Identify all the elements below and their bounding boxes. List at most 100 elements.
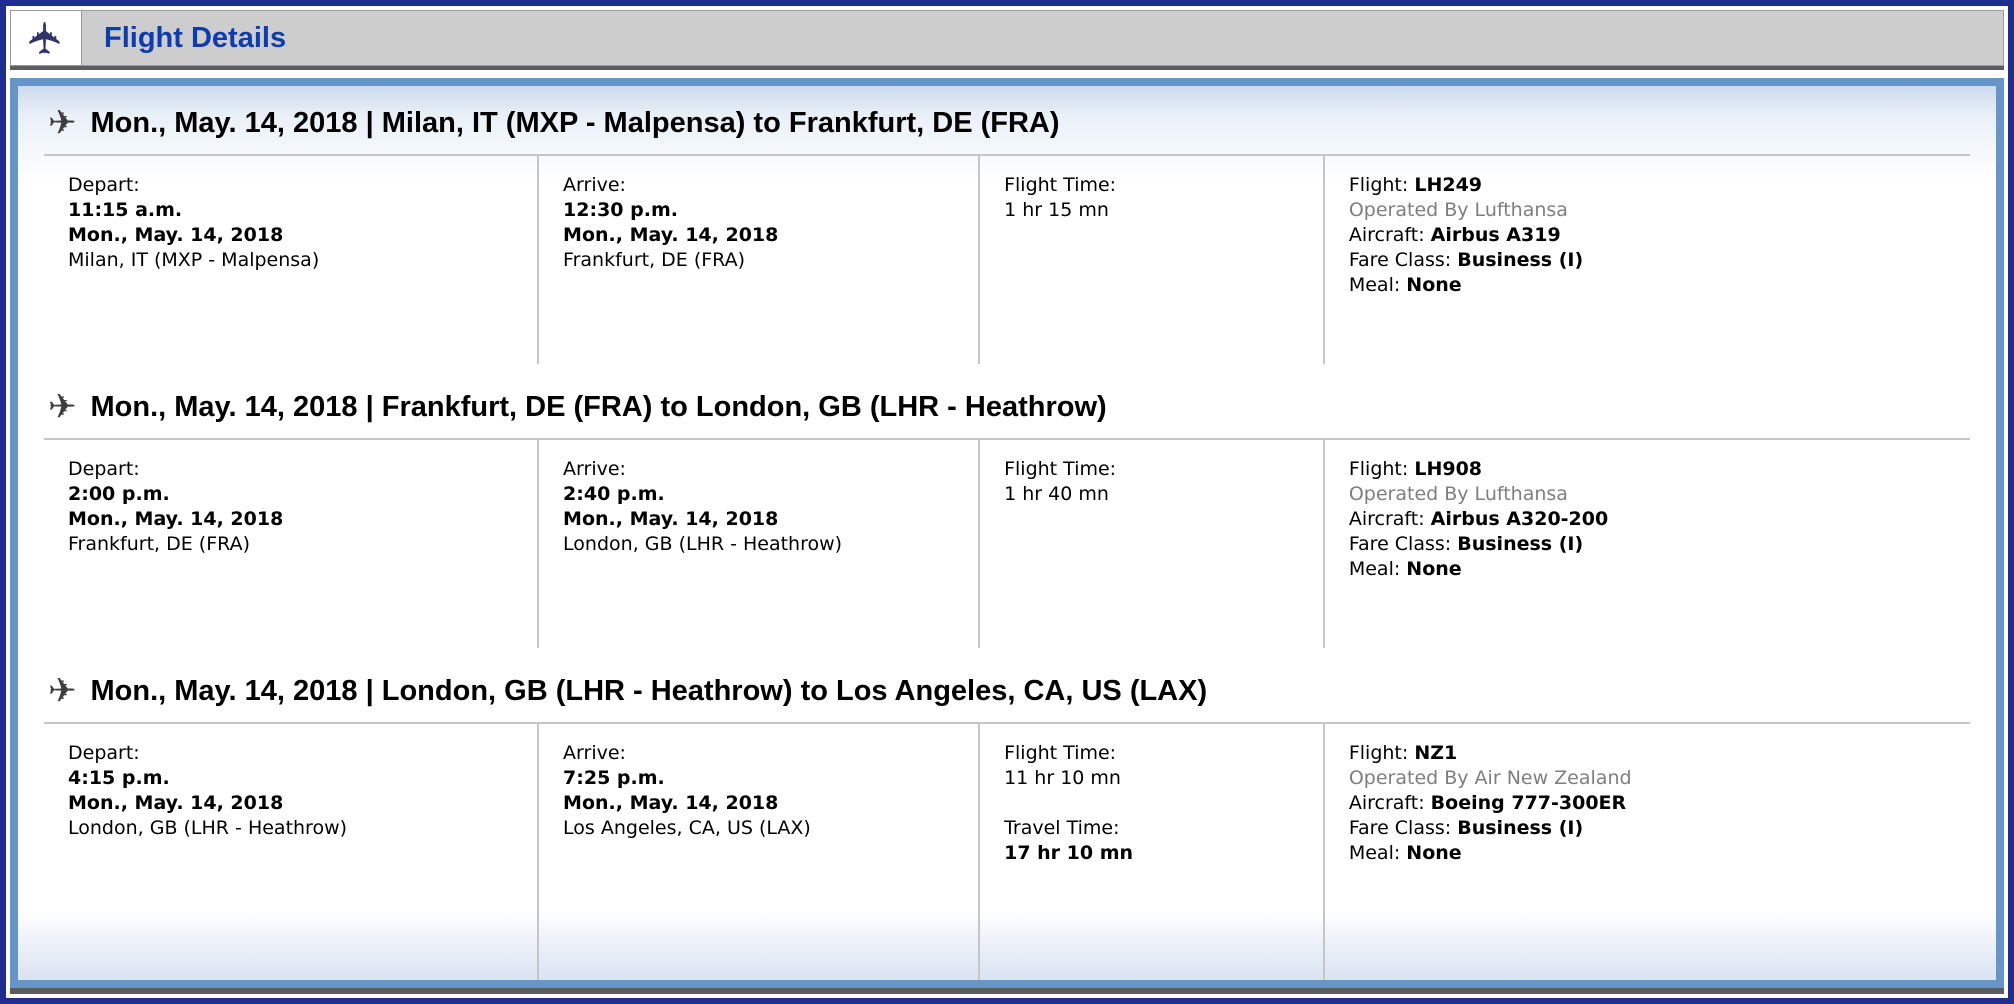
fare-class-value: Business (I) xyxy=(1457,817,1584,839)
fare-class-value: Business (I) xyxy=(1457,249,1584,271)
fare-class-line: Fare Class: Business (I) xyxy=(1349,248,1960,273)
aircraft-value: Airbus A319 xyxy=(1430,224,1561,246)
depart-cell: Depart: 4:15 p.m. Mon., May. 14, 2018 Lo… xyxy=(44,724,537,980)
flight-label: Flight: xyxy=(1348,458,1409,480)
flight-time-label: Flight Time: xyxy=(1004,174,1117,196)
flight-number: LH908 xyxy=(1414,458,1483,480)
flight-time-label: Flight Time: xyxy=(1004,742,1117,764)
flight-number: LH249 xyxy=(1414,174,1483,196)
meal-line: Meal: None xyxy=(1349,273,1960,298)
flight-time-cell: Flight Time: 1 hr 15 mn xyxy=(978,156,1323,364)
arrive-cell: Arrive: 7:25 p.m. Mon., May. 14, 2018 Lo… xyxy=(537,724,978,980)
flight-segment-3: ✈ Mon., May. 14, 2018 | London, GB (LHR … xyxy=(44,648,1970,980)
depart-location: Milan, IT (MXP - Malpensa) xyxy=(68,249,320,271)
operated-by: Operated By Lufthansa xyxy=(1348,483,1568,505)
meal-label: Meal: xyxy=(1348,842,1401,864)
aircraft-label: Aircraft: xyxy=(1348,792,1425,814)
depart-label: Depart: xyxy=(68,742,140,764)
depart-time: 11:15 a.m. xyxy=(68,199,183,221)
airplane-right-icon: ✈ xyxy=(48,671,77,711)
flight-details-header: ✈ Flight Details xyxy=(10,10,2004,70)
arrive-time: 7:25 p.m. xyxy=(563,767,665,789)
depart-cell: Depart: 11:15 a.m. Mon., May. 14, 2018 M… xyxy=(44,156,537,364)
travel-time-label: Travel Time: xyxy=(1004,817,1120,839)
flight-segment-2: ✈ Mon., May. 14, 2018 | Frankfurt, DE (F… xyxy=(44,364,1970,648)
operated-by: Operated By Lufthansa xyxy=(1348,199,1568,221)
aircraft-line: Aircraft: Airbus A319 xyxy=(1349,223,1960,248)
arrive-cell: Arrive: 2:40 p.m. Mon., May. 14, 2018 Lo… xyxy=(537,440,978,648)
airplane-up-icon: ✈ xyxy=(20,19,71,57)
segment-details-table: Depart: 2:00 p.m. Mon., May. 14, 2018 Fr… xyxy=(44,438,1970,648)
arrive-cell: Arrive: 12:30 p.m. Mon., May. 14, 2018 F… xyxy=(537,156,978,364)
arrive-location: Frankfurt, DE (FRA) xyxy=(563,249,746,271)
flight-number-line: Flight: LH249 xyxy=(1349,173,1960,198)
header-icon-box: ✈ xyxy=(10,10,82,66)
airplane-right-icon: ✈ xyxy=(48,103,77,143)
fare-class-label: Fare Class: xyxy=(1348,249,1452,271)
segment-header: ✈ Mon., May. 14, 2018 | Frankfurt, DE (F… xyxy=(48,390,1970,424)
meal-value: None xyxy=(1406,558,1462,580)
flight-number-line: Flight: LH908 xyxy=(1349,457,1960,482)
depart-cell: Depart: 2:00 p.m. Mon., May. 14, 2018 Fr… xyxy=(44,440,537,648)
segment-route-title: Mon., May. 14, 2018 | London, GB (LHR - … xyxy=(90,675,1208,707)
flight-time-value: 11 hr 10 mn xyxy=(1004,767,1121,789)
arrive-date: Mon., May. 14, 2018 xyxy=(563,224,779,246)
flight-number-line: Flight: NZ1 xyxy=(1349,741,1960,766)
page-title: Flight Details xyxy=(104,21,287,54)
arrive-location: London, GB (LHR - Heathrow) xyxy=(563,533,843,555)
depart-time: 4:15 p.m. xyxy=(68,767,170,789)
arrive-location: Los Angeles, CA, US (LAX) xyxy=(563,817,811,839)
depart-time: 2:00 p.m. xyxy=(68,483,170,505)
operated-by: Operated By Air New Zealand xyxy=(1348,767,1632,789)
fare-class-value: Business (I) xyxy=(1457,533,1584,555)
meal-label: Meal: xyxy=(1348,274,1401,296)
depart-date: Mon., May. 14, 2018 xyxy=(68,224,284,246)
arrive-date: Mon., May. 14, 2018 xyxy=(563,792,779,814)
segment-details-table: Depart: 11:15 a.m. Mon., May. 14, 2018 M… xyxy=(44,154,1970,364)
flight-time-label: Flight Time: xyxy=(1004,458,1117,480)
flight-details-panel: ✈ Mon., May. 14, 2018 | Milan, IT (MXP -… xyxy=(10,78,2004,988)
aircraft-value: Boeing 777-300ER xyxy=(1430,792,1627,814)
travel-time-value: 17 hr 10 mn xyxy=(1004,842,1134,864)
meal-line: Meal: None xyxy=(1349,557,1960,582)
fare-class-label: Fare Class: xyxy=(1348,533,1452,555)
aircraft-line: Aircraft: Boeing 777-300ER xyxy=(1349,791,1960,816)
aircraft-label: Aircraft: xyxy=(1348,224,1425,246)
depart-date: Mon., May. 14, 2018 xyxy=(68,792,284,814)
aircraft-label: Aircraft: xyxy=(1348,508,1425,530)
segment-route-title: Mon., May. 14, 2018 | Milan, IT (MXP - M… xyxy=(90,107,1060,139)
flight-info-cell: Flight: NZ1 Operated By Air New Zealand … xyxy=(1322,724,1970,980)
flight-number: NZ1 xyxy=(1414,742,1458,764)
segment-header: ✈ Mon., May. 14, 2018 | London, GB (LHR … xyxy=(48,674,1970,708)
fare-class-line: Fare Class: Business (I) xyxy=(1349,816,1960,841)
flight-time-cell: Flight Time: 1 hr 40 mn xyxy=(978,440,1323,648)
arrive-time: 2:40 p.m. xyxy=(563,483,665,505)
arrive-time: 12:30 p.m. xyxy=(563,199,678,221)
fare-class-label: Fare Class: xyxy=(1348,817,1452,839)
airplane-right-icon: ✈ xyxy=(48,387,77,427)
fare-class-line: Fare Class: Business (I) xyxy=(1349,532,1960,557)
meal-value: None xyxy=(1406,274,1462,296)
arrive-label: Arrive: xyxy=(563,174,626,196)
flight-segment-1: ✈ Mon., May. 14, 2018 | Milan, IT (MXP -… xyxy=(44,86,1970,364)
depart-label: Depart: xyxy=(68,174,140,196)
flight-time-value: 1 hr 15 mn xyxy=(1004,199,1109,221)
flight-time-cell: Flight Time: 11 hr 10 mn Travel Time: 17… xyxy=(978,724,1323,980)
arrive-label: Arrive: xyxy=(563,742,626,764)
spacer xyxy=(1004,791,1313,816)
arrive-label: Arrive: xyxy=(563,458,626,480)
depart-location: London, GB (LHR - Heathrow) xyxy=(68,817,348,839)
header-title-bar: Flight Details xyxy=(82,10,2004,66)
flight-label: Flight: xyxy=(1348,742,1409,764)
flight-label: Flight: xyxy=(1348,174,1409,196)
depart-label: Depart: xyxy=(68,458,140,480)
meal-line: Meal: None xyxy=(1349,841,1960,866)
flight-info-cell: Flight: LH249 Operated By Lufthansa Airc… xyxy=(1322,156,1970,364)
aircraft-value: Airbus A320-200 xyxy=(1430,508,1609,530)
arrive-date: Mon., May. 14, 2018 xyxy=(563,508,779,530)
segment-header: ✈ Mon., May. 14, 2018 | Milan, IT (MXP -… xyxy=(48,106,1970,140)
depart-location: Frankfurt, DE (FRA) xyxy=(68,533,250,555)
segment-details-table: Depart: 4:15 p.m. Mon., May. 14, 2018 Lo… xyxy=(44,722,1970,980)
flight-time-value: 1 hr 40 mn xyxy=(1004,483,1109,505)
